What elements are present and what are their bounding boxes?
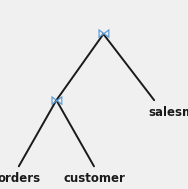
Text: salesman: salesman [149,106,188,119]
Text: ⋈: ⋈ [96,27,110,41]
Text: customer: customer [63,172,125,185]
Text: orders: orders [0,172,40,185]
Text: ⋈: ⋈ [49,93,63,107]
